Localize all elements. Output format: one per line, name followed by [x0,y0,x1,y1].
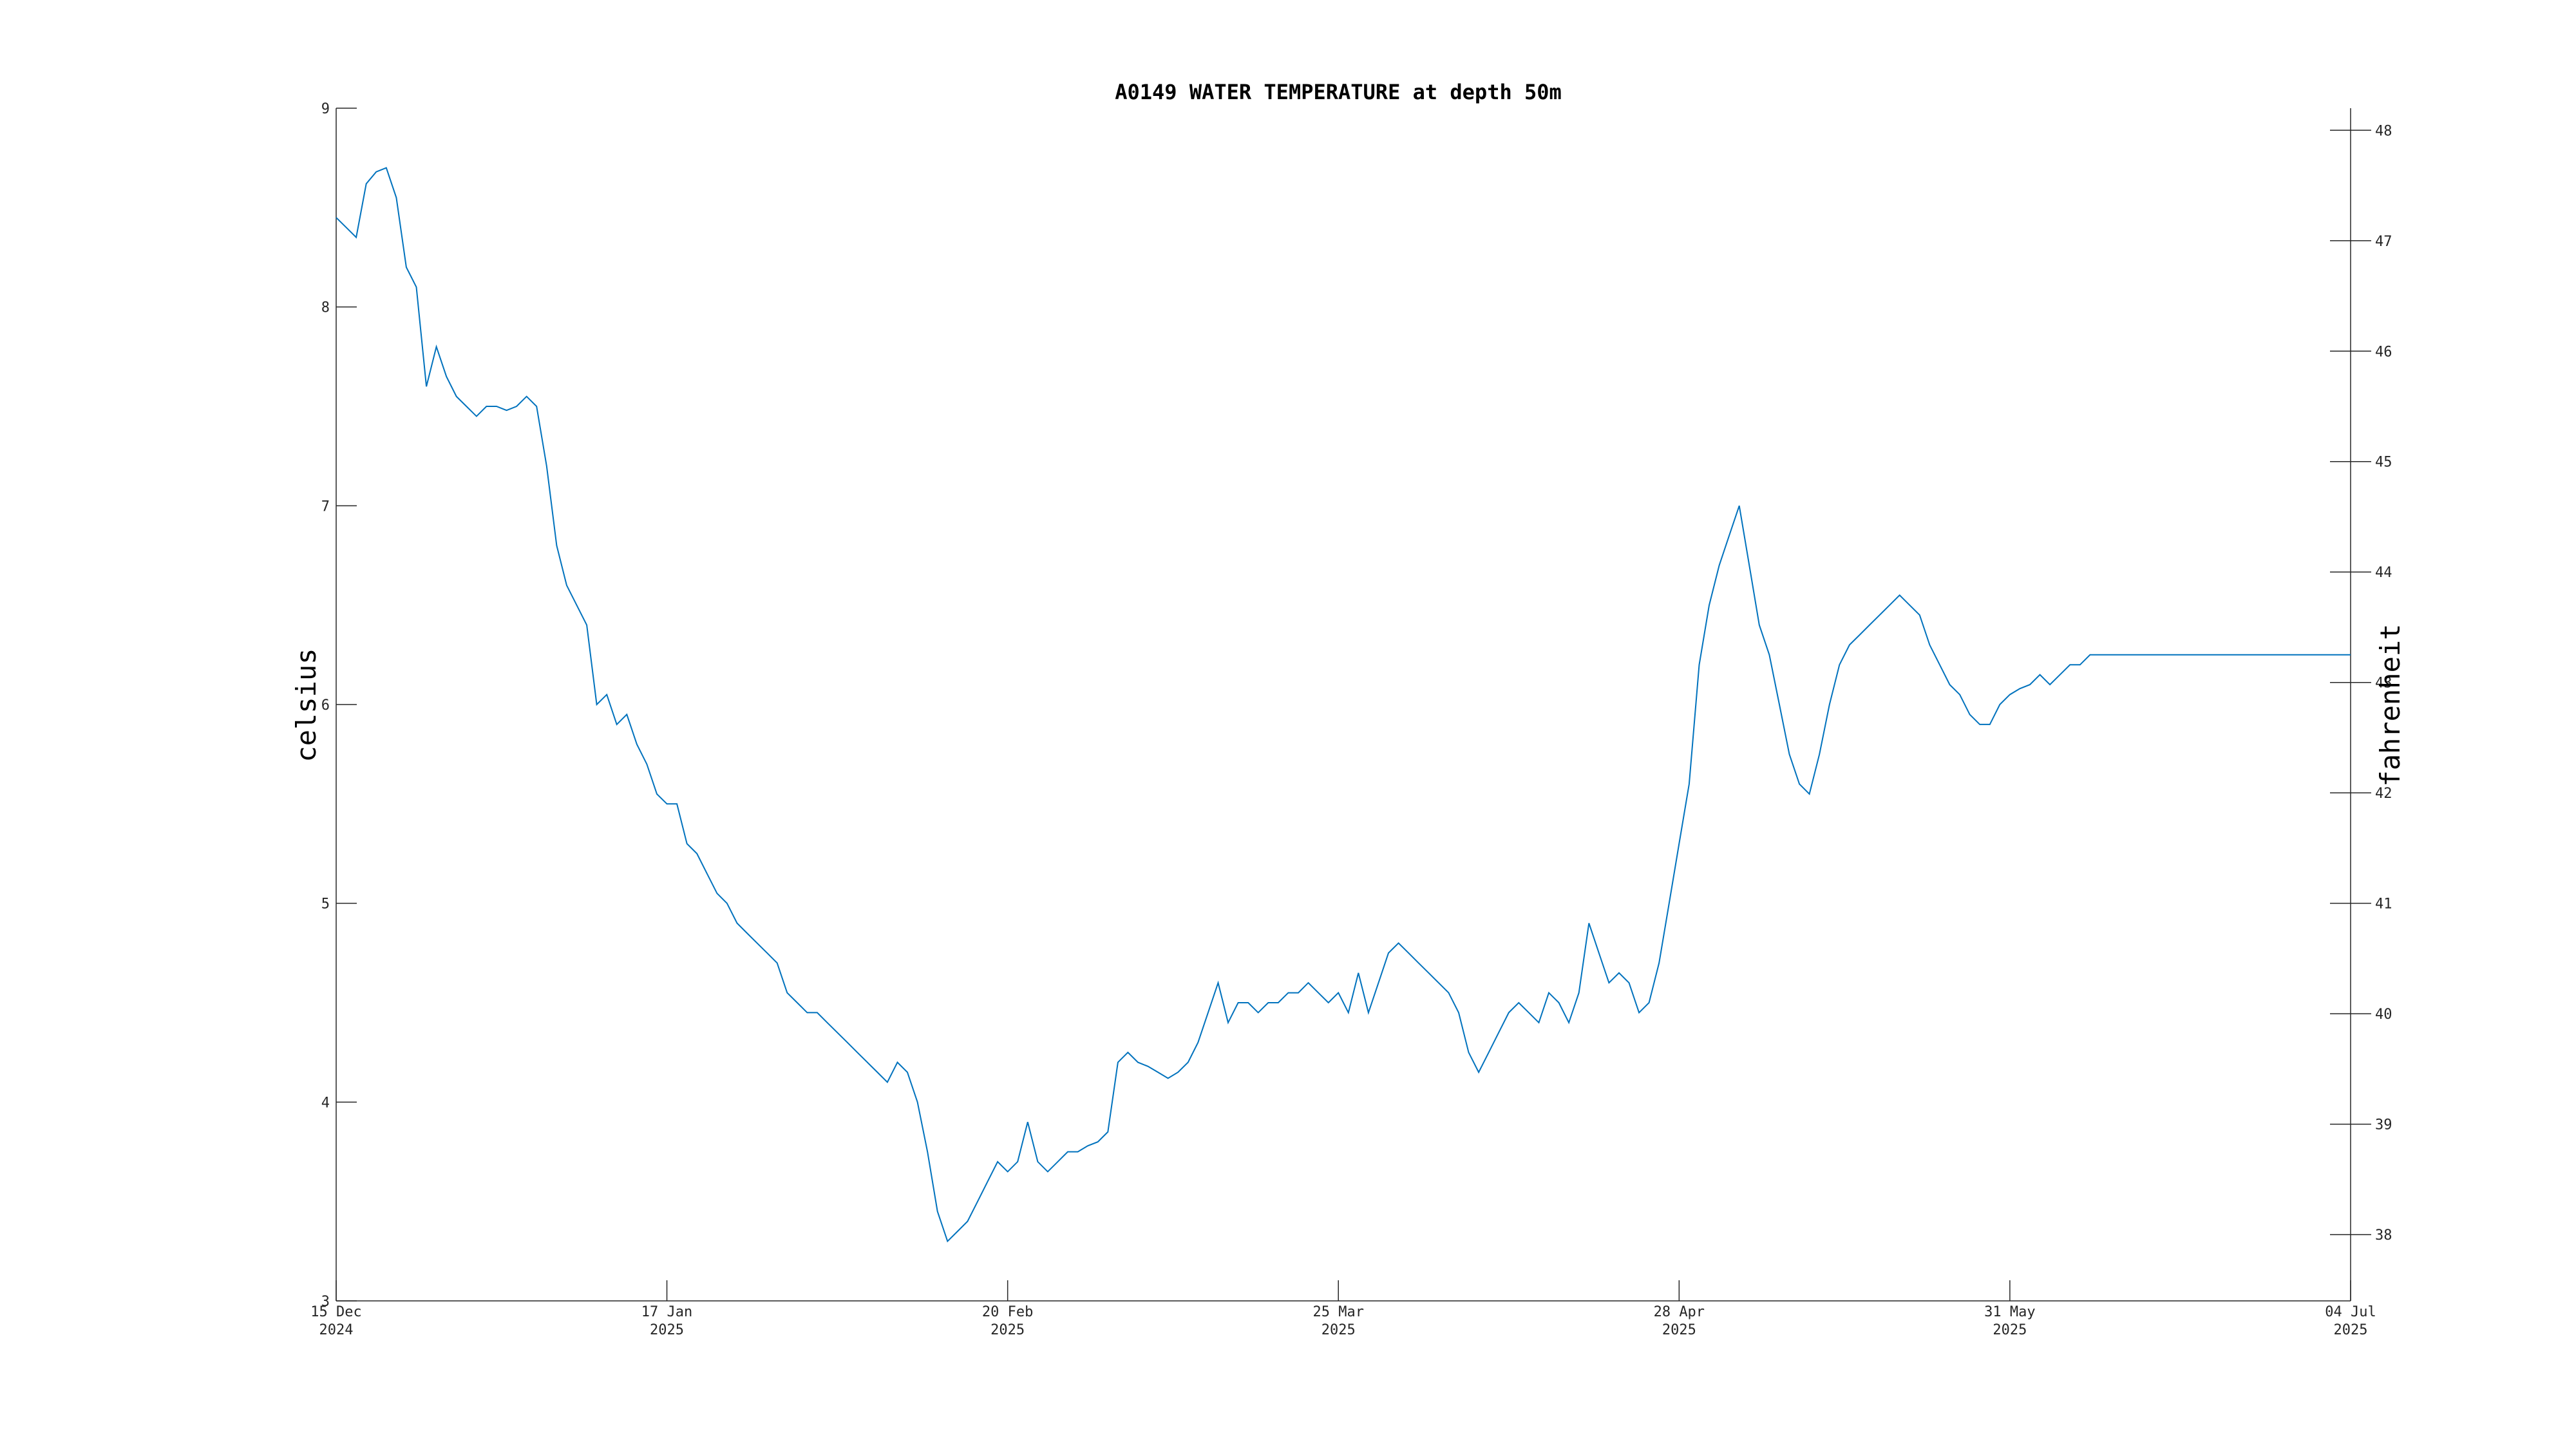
y-tick-label-right: 48 [2375,123,2392,139]
y-tick-label-right: 47 [2375,234,2392,250]
x-tick-label: 31 May [1984,1304,2035,1320]
chart-title: A0149 WATER TEMPERATURE at depth 50m [1115,80,1562,104]
y-tick-label-left: 6 [321,697,330,714]
right-y-ticks: 38 39 40 41 42 43 44 45 46 47 48 [2330,123,2392,1244]
y-tick-label-right: 45 [2375,455,2392,471]
x-tick-label: 20 Feb [982,1304,1033,1320]
x-tick-label: 28 Apr [1654,1304,1705,1320]
x-tick-year-label: 2025 [990,1322,1025,1338]
y-tick-label-left: 8 [321,300,330,316]
x-ticks: 15 Dec 2024 17 Jan 2025 20 Feb 2025 25 Mar 2025… [310,1280,2376,1338]
x-tick-label: 15 Dec [310,1304,361,1320]
y-tick-label-right: 43 [2375,676,2392,692]
x-tick-year-label: 2025 [1662,1322,1696,1338]
y-tick-label-right: 39 [2375,1117,2392,1133]
x-tick-label: 04 Jul [2325,1304,2376,1320]
y-tick-label-right: 46 [2375,344,2392,360]
y-tick-label-left: 7 [321,498,330,515]
x-tick-year-label: 2025 [2334,1322,2368,1338]
axes [336,108,2351,1302]
y-tick-label-left: 9 [321,101,330,117]
y-tick-label-right: 38 [2375,1227,2392,1244]
y-tick-label-right: 42 [2375,786,2392,802]
x-tick-year-label: 2025 [650,1322,684,1338]
x-tick-year-label: 2025 [1993,1322,2027,1338]
left-y-ticks: 3 4 5 6 7 8 9 [321,101,357,1310]
temperature-series-line [336,167,2351,1243]
x-tick-year-label: 2024 [319,1322,354,1338]
x-tick-label: 25 Mar [1312,1304,1363,1320]
y-tick-label-left: 4 [321,1095,330,1111]
y-axis-label-left: celsius [290,648,322,762]
y-tick-label-right: 41 [2375,896,2392,913]
y-axis-label-right: fahrenheit [2374,624,2406,787]
y-tick-label-right: 44 [2375,565,2392,581]
x-tick-year-label: 2025 [1321,1322,1356,1338]
x-tick-label: 17 Jan [641,1304,692,1320]
y-tick-label-left: 3 [321,1294,330,1310]
y-tick-label-right: 40 [2375,1007,2392,1023]
y-tick-label-left: 5 [321,896,330,913]
